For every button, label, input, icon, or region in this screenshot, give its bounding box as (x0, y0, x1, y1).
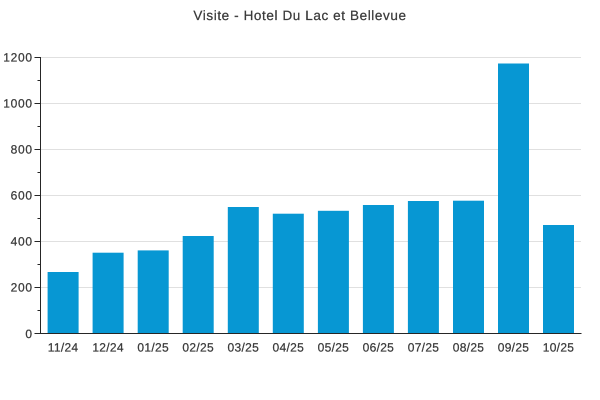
svg-text:02/25: 02/25 (182, 340, 214, 354)
svg-text:09/25: 09/25 (498, 340, 530, 354)
svg-text:1200: 1200 (3, 51, 33, 65)
svg-text:800: 800 (11, 143, 33, 157)
svg-text:05/25: 05/25 (318, 340, 350, 354)
svg-text:200: 200 (11, 281, 33, 295)
svg-text:11/24: 11/24 (48, 340, 79, 354)
svg-text:600: 600 (11, 189, 33, 203)
svg-text:12/24: 12/24 (92, 340, 124, 354)
svg-text:07/25: 07/25 (408, 340, 440, 354)
svg-text:03/25: 03/25 (228, 340, 260, 354)
svg-text:10/25: 10/25 (543, 340, 575, 354)
svg-text:04/25: 04/25 (273, 340, 305, 354)
svg-text:08/25: 08/25 (453, 340, 485, 354)
svg-text:0: 0 (25, 327, 32, 341)
svg-text:400: 400 (11, 235, 33, 249)
svg-text:01/25: 01/25 (137, 340, 169, 354)
svg-text:06/25: 06/25 (363, 340, 395, 354)
svg-text:Visite - Hotel Du Lac et Belle: Visite - Hotel Du Lac et Bellevue (193, 8, 406, 23)
svg-text:1000: 1000 (3, 97, 33, 111)
